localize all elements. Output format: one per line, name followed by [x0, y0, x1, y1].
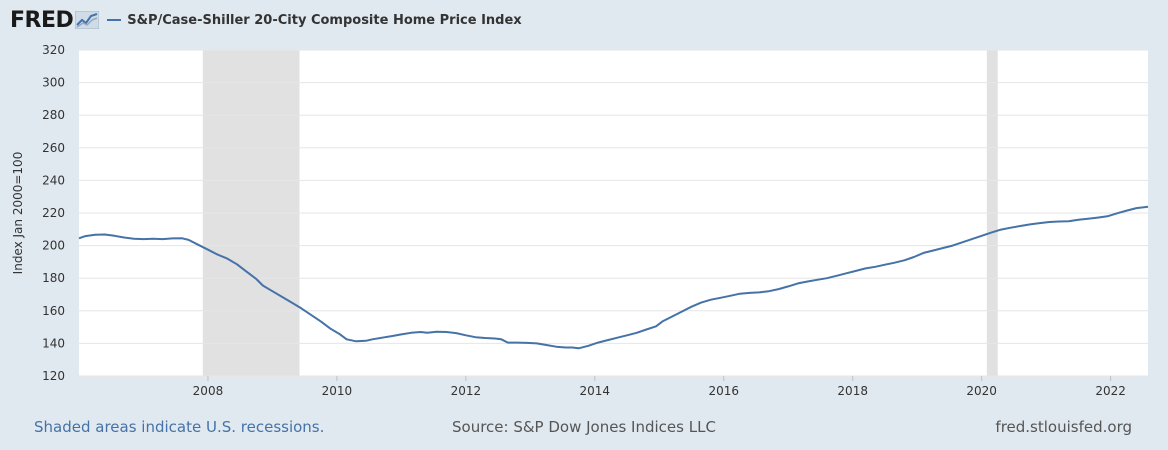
source-note: Source: S&P Dow Jones Indices LLC	[452, 418, 716, 436]
y-tick-label: 240	[42, 173, 65, 187]
line-chart-icon	[75, 11, 100, 29]
x-tick-label: 2016	[708, 384, 739, 398]
x-tick-label: 2018	[837, 384, 868, 398]
legend-swatch	[107, 19, 122, 21]
series-line	[78, 205, 1149, 350]
gridlines	[79, 49, 1148, 377]
site-url: fred.stlouisfed.org	[995, 418, 1132, 436]
fred-logo[interactable]: FRED	[10, 7, 100, 33]
y-tick-label: 320	[42, 43, 65, 57]
x-tick-label: 2008	[193, 384, 224, 398]
x-tick-label: 2010	[322, 384, 353, 398]
chart-header: FRED S&P/Case-Shiller 20-City Composite …	[10, 6, 522, 34]
x-tick-label: 2022	[1095, 384, 1126, 398]
y-tick-label: 260	[42, 141, 65, 155]
y-tick-label: 280	[42, 108, 65, 122]
fred-logo-text: FRED	[10, 7, 74, 33]
y-axis-label: Index Jan 2000=100	[11, 152, 25, 275]
y-tick-label: 160	[42, 304, 65, 318]
x-tick-label: 2020	[966, 384, 997, 398]
legend-label: S&P/Case-Shiller 20-City Composite Home …	[127, 12, 522, 28]
y-tick-label: 300	[42, 76, 65, 90]
y-tick-label: 180	[42, 271, 65, 285]
y-tick-label: 200	[42, 239, 65, 253]
recession-note-link[interactable]: Shaded areas indicate U.S. recessions.	[34, 418, 325, 436]
x-tick-label: 2012	[451, 384, 482, 398]
y-axis-ticks: 120 140 160 180 200 220 240 260 280 300 320	[42, 43, 65, 383]
x-axis-ticks: 2008 2010 2012 2014 2016 2018 2020 2022	[193, 376, 1126, 398]
y-tick-label: 120	[42, 369, 65, 383]
series-legend[interactable]: S&P/Case-Shiller 20-City Composite Home …	[107, 12, 522, 28]
y-tick-label: 140	[42, 336, 65, 350]
x-tick-label: 2014	[580, 384, 611, 398]
y-tick-label: 220	[42, 206, 65, 220]
